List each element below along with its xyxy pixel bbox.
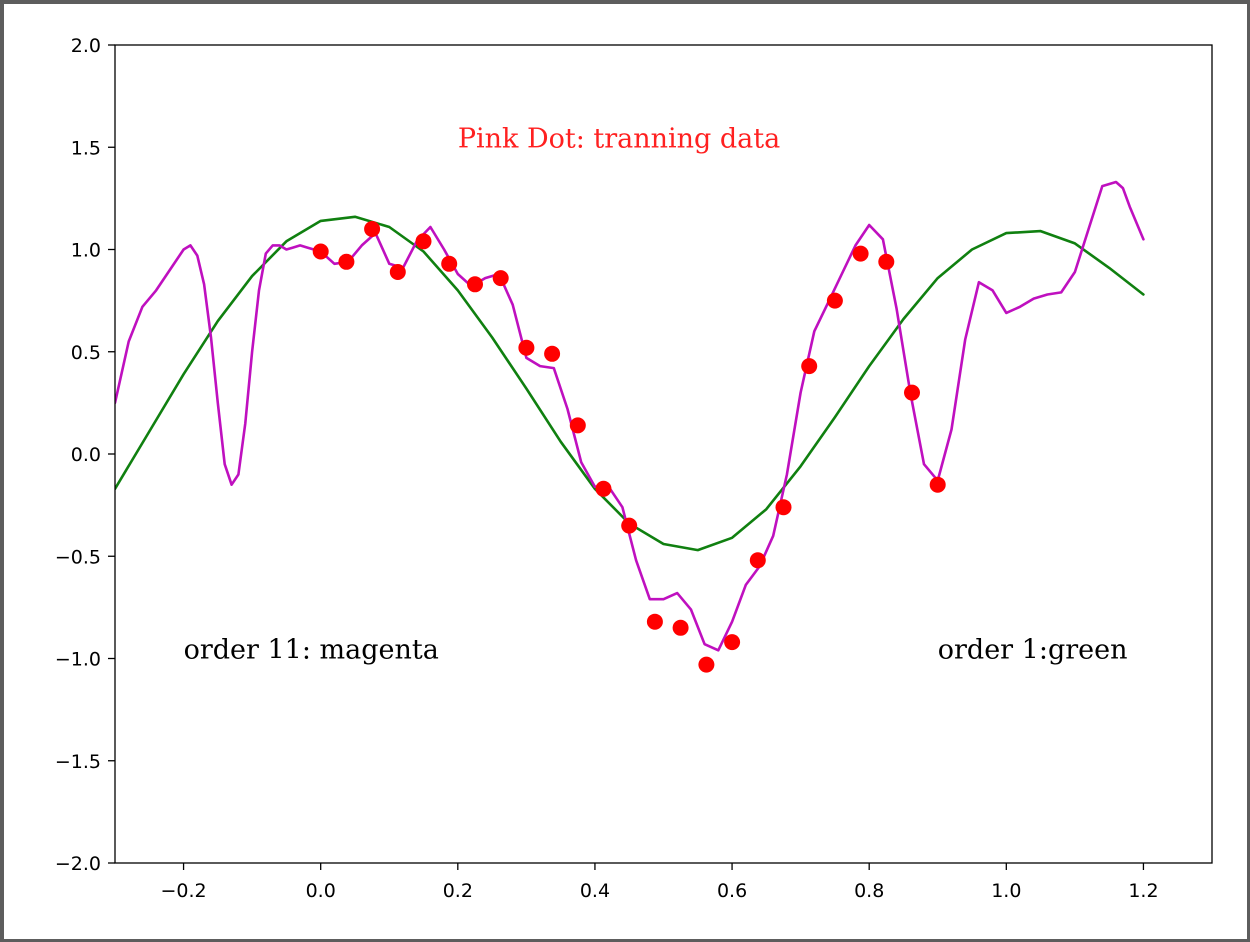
data-point — [441, 255, 458, 272]
y-tick-label: 1.0 — [71, 240, 101, 262]
data-point — [467, 276, 483, 293]
y-tick-label: −1.0 — [55, 649, 101, 671]
data-point — [389, 264, 406, 280]
data-point — [544, 345, 561, 362]
data-point — [364, 221, 381, 237]
plot-area-border — [114, 44, 1213, 864]
x-tick-label: 0.2 — [443, 880, 473, 902]
data-point — [338, 253, 355, 270]
x-tick-label: 0.8 — [854, 880, 884, 902]
y-tick-label: 0.5 — [71, 342, 101, 364]
data-point — [801, 358, 818, 375]
data-point — [852, 245, 869, 262]
x-tick-label: 1.0 — [991, 880, 1021, 902]
series-line-1 — [115, 180, 1145, 652]
data-point — [415, 233, 432, 250]
data-point — [904, 384, 920, 401]
x-tick-label: 0.0 — [306, 880, 336, 902]
data-point — [672, 619, 689, 636]
x-tick-label: 0.4 — [580, 880, 610, 902]
y-tick-label: 0.0 — [71, 444, 101, 466]
data-point — [492, 270, 509, 287]
annotation-2: order 1:green — [938, 635, 1128, 666]
data-point — [724, 634, 741, 651]
data-point — [569, 417, 586, 434]
data-point — [646, 613, 663, 630]
y-tick-label: −2.0 — [55, 853, 101, 875]
data-point — [595, 480, 612, 497]
series-line-0 — [115, 215, 1145, 552]
y-tick-label: −1.5 — [55, 751, 101, 773]
data-point — [929, 476, 946, 493]
annotation-0: Pink Dot: tranning data — [458, 123, 780, 154]
data-point — [621, 517, 638, 534]
x-tick-label: 0.6 — [717, 880, 747, 902]
data-point — [749, 552, 766, 569]
data-point — [775, 499, 792, 516]
y-tick-label: 2.0 — [71, 35, 101, 57]
annotation-1: order 11: magenta — [184, 635, 439, 666]
data-point — [826, 292, 843, 309]
data-point — [518, 339, 535, 356]
x-tick-label: −0.2 — [160, 880, 206, 902]
y-tick-label: −0.5 — [55, 546, 101, 568]
data-point — [312, 243, 329, 260]
x-tick-label: 1.2 — [1128, 880, 1158, 902]
data-point — [878, 253, 895, 270]
data-point — [698, 656, 715, 673]
y-tick-label: 1.5 — [71, 137, 101, 159]
